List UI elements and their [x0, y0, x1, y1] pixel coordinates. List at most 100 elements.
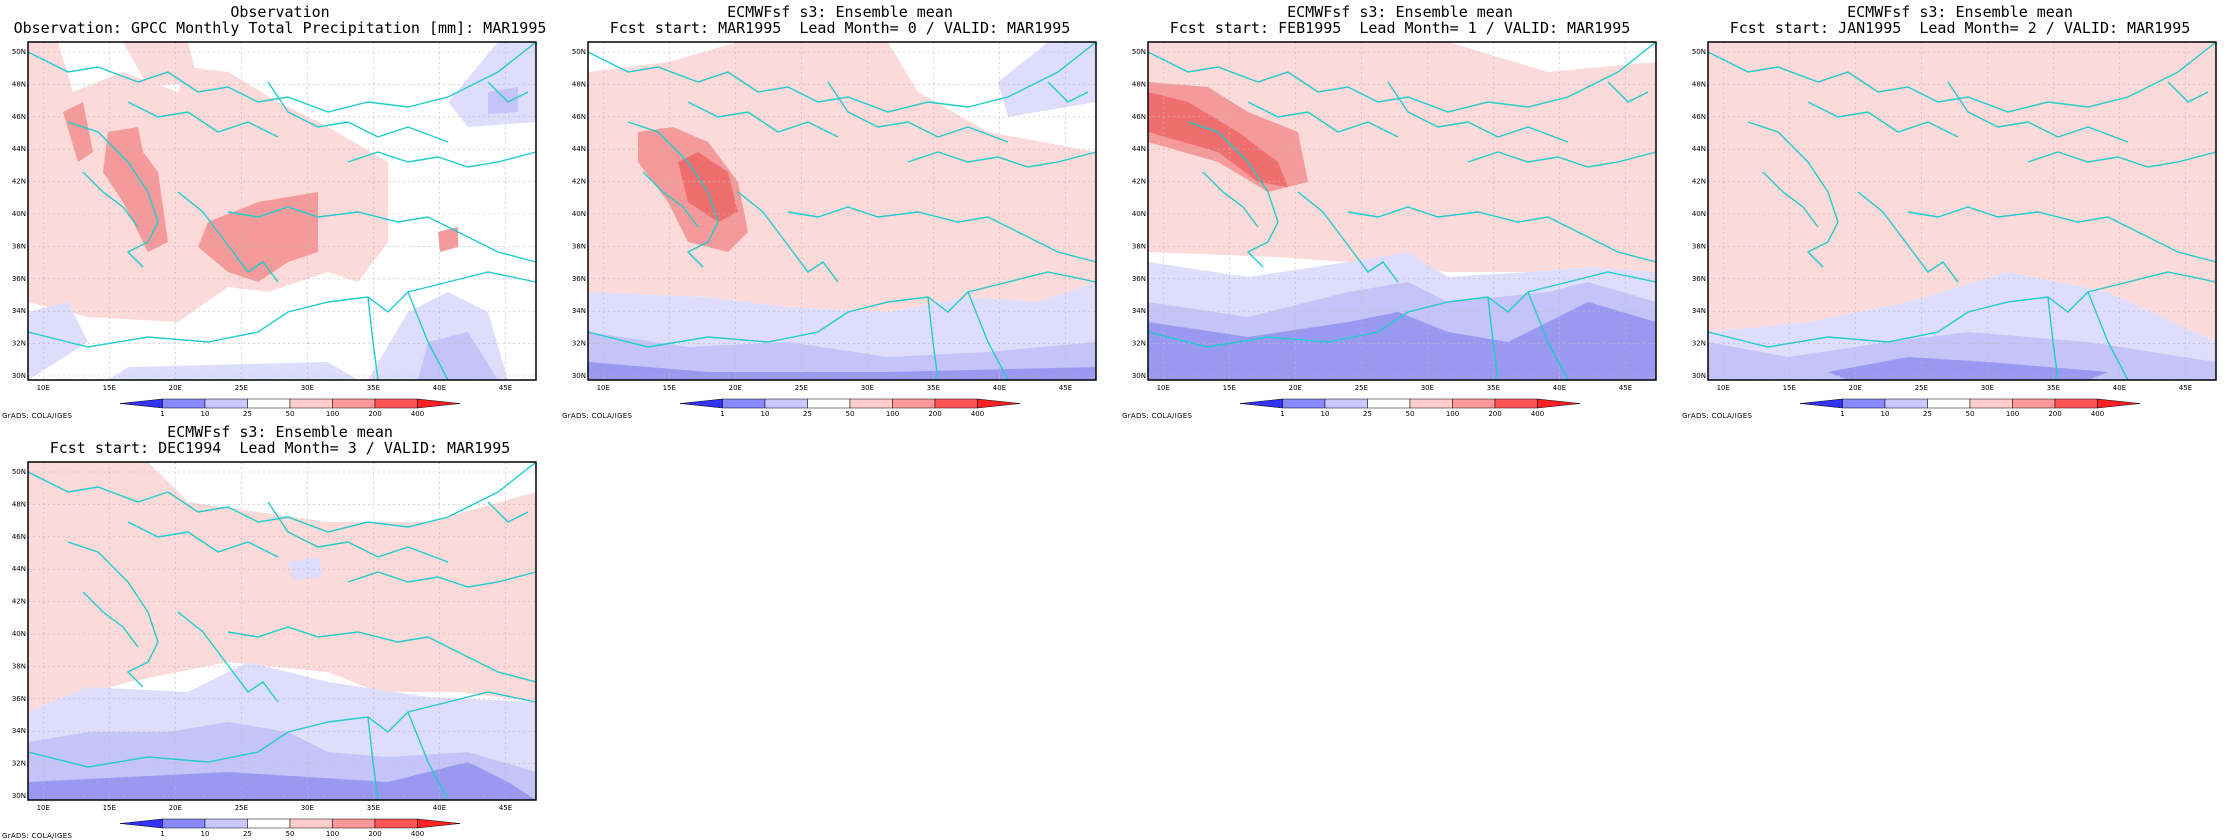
lat-label: 48N [12, 80, 26, 88]
lon-label: 30E [301, 804, 314, 812]
coastlines [587, 41, 1097, 381]
lat-label: 40N [12, 630, 26, 638]
colorbar-label: 100 [326, 410, 339, 418]
colorbar-segment [417, 818, 461, 829]
coastline [1907, 206, 2217, 263]
lat-label: 36N [12, 695, 26, 703]
lat-label: 44N [1132, 145, 1146, 153]
lat-label: 34N [1692, 307, 1706, 315]
lat-label: 50N [12, 48, 26, 56]
shade-region [28, 762, 536, 800]
panel-title: ECMWFsf s3: Ensemble mean [1847, 3, 2073, 21]
shade-region [288, 557, 323, 580]
colorbar-segment [807, 398, 851, 409]
coastlines [27, 461, 537, 801]
lon-label: 25E [1915, 384, 1928, 392]
coastline [82, 171, 139, 228]
colorbar-segment [2012, 398, 2056, 409]
shade-region [438, 227, 458, 252]
colorbar-segment [1927, 398, 1971, 409]
lon-label: 15E [663, 384, 676, 392]
colorbar-label: 100 [2006, 410, 2019, 418]
coastline [267, 81, 449, 143]
lat-label: 50N [1132, 48, 1146, 56]
colorbar-segment [204, 398, 248, 409]
precipitation-map: 30N 32N 34N 36N 38N 40N 42N 44N 46N 48N 50N 10E 15E 2… [12, 461, 537, 838]
lat-label: 46N [12, 533, 26, 541]
panel-title: ECMWFsf s3: Ensemble mean [167, 423, 393, 441]
lat-label: 40N [12, 210, 26, 218]
map-frame [587, 41, 1097, 381]
coastline [967, 291, 1009, 381]
colorbar-segment [247, 818, 291, 829]
lon-label: 35E [367, 804, 380, 812]
colorbar: 1 10 25 50 100 200 400 [119, 398, 461, 418]
lon-label: 35E [1487, 384, 1500, 392]
lat-label: 30N [572, 372, 586, 380]
lat-label: 44N [1692, 145, 1706, 153]
coastline [2167, 81, 2209, 103]
coastline [587, 41, 1097, 113]
colorbar-label: 1 [1280, 410, 1284, 418]
lat-label: 48N [1692, 80, 1706, 88]
colorbar-label: 50 [846, 410, 855, 418]
map-frame [27, 461, 537, 801]
lon-label: 25E [235, 384, 248, 392]
precipitation-shading [1708, 42, 2216, 380]
shade-region [1708, 332, 2216, 380]
colorbar-label: 1 [1840, 410, 1844, 418]
shade-region [488, 87, 518, 114]
map-panel-lead3: ECMWFsf s3: Ensemble mean Fcst start: DE… [0, 420, 560, 840]
lat-label: 50N [572, 48, 586, 56]
lat-label: 30N [12, 792, 26, 800]
panel-title: Observation [230, 3, 330, 21]
lat-label: 48N [1132, 80, 1146, 88]
credit-label: GrADS: COLA/IGES [2, 412, 73, 420]
colorbar-label: 100 [326, 830, 339, 838]
panel-subtitle: Fcst start: JAN1995 Lead Month= 2 / VALI… [1729, 19, 2191, 37]
coastline [907, 151, 1097, 168]
colorbar-label: 50 [1406, 410, 1415, 418]
precipitation-shading [588, 42, 1096, 380]
lat-label: 38N [572, 242, 586, 250]
coastline [1527, 291, 1569, 381]
lat-label: 30N [1692, 372, 1706, 380]
coastline [787, 206, 1097, 263]
panel-title: ECMWFsf s3: Ensemble mean [1287, 3, 1513, 21]
panel-subtitle: Fcst start: MAR1995 Lead Month= 0 / VALI… [609, 19, 1071, 37]
colorbar: 1 10 25 50 100 200 400 [119, 818, 461, 838]
coastlines [1147, 41, 1657, 381]
coastline [1807, 101, 1959, 138]
lon-label: 15E [1783, 384, 1796, 392]
coastline [1147, 41, 1657, 113]
lon-label: 40E [2113, 384, 2126, 392]
coastline [177, 191, 279, 283]
shade-region [1828, 357, 2108, 380]
lat-label: 46N [1132, 113, 1146, 121]
lon-label: 40E [993, 384, 1006, 392]
grid-lines [1708, 42, 2216, 380]
coastline [642, 171, 699, 228]
colorbar-label: 400 [2091, 410, 2104, 418]
lat-label: 32N [12, 760, 26, 768]
grid-lines [28, 462, 536, 800]
coastline [227, 626, 537, 683]
colorbar-label: 25 [803, 410, 812, 418]
lat-label: 36N [1692, 275, 1706, 283]
map-panel-lead0: ECMWFsf s3: Ensemble mean Fcst start: MA… [560, 0, 1120, 420]
lon-label: 10E [37, 384, 50, 392]
lon-label: 35E [2047, 384, 2060, 392]
colorbar-label: 10 [1321, 410, 1330, 418]
lat-label: 44N [12, 145, 26, 153]
lon-label: 15E [1223, 384, 1236, 392]
lon-label: 40E [433, 384, 446, 392]
colorbar-label: 25 [243, 410, 252, 418]
lat-label: 48N [12, 500, 26, 508]
grid-lines [28, 42, 536, 380]
map-panel-lead1: ECMWFsf s3: Ensemble mean Fcst start: FE… [1120, 0, 1680, 420]
lat-label: 36N [572, 275, 586, 283]
lat-label: 44N [12, 565, 26, 573]
colorbar-segment [289, 818, 333, 829]
colorbar-label: 25 [1363, 410, 1372, 418]
lat-label: 42N [12, 178, 26, 186]
